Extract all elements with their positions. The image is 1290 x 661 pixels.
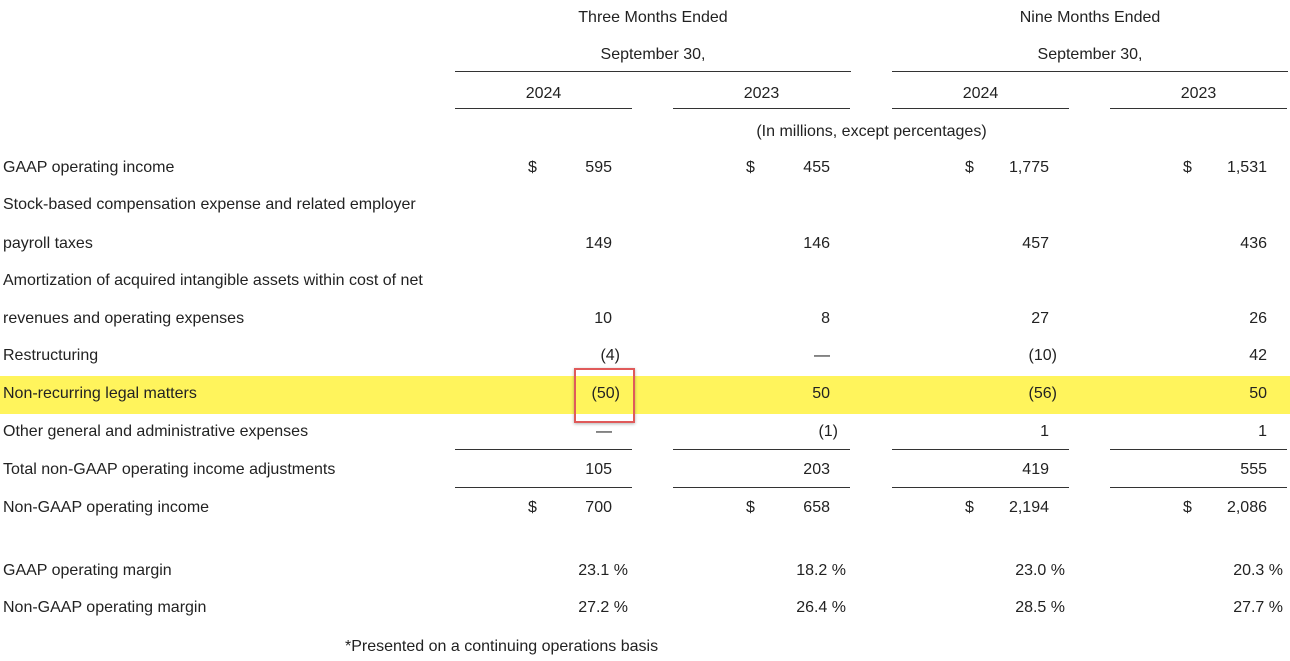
cell-value: 1	[1258, 423, 1267, 440]
cell-value: 149	[585, 235, 612, 252]
cell-value: 455	[803, 159, 830, 176]
cell-value: 203	[803, 461, 830, 478]
cell-value: 23.0 %	[1015, 562, 1065, 579]
dollar-sign: $	[528, 159, 537, 176]
dollar-sign: $	[746, 159, 755, 176]
cell-value: 26.4 %	[796, 599, 846, 616]
dollar-sign: $	[746, 499, 755, 516]
cell-value: 50	[1249, 385, 1267, 402]
year-header: 2024	[525, 85, 562, 102]
cell-value: 28.5 %	[1015, 599, 1065, 616]
dollar-sign: $	[965, 499, 974, 516]
cell-value: 105	[585, 461, 612, 478]
cell-value: (10)	[1028, 347, 1057, 364]
callout-box	[574, 368, 635, 423]
row-label: revenues and operating expenses	[3, 310, 245, 327]
row-label: Amortization of acquired intangible asse…	[3, 272, 423, 289]
cell-value: 1,775	[1008, 159, 1049, 176]
cell-value: (50)	[591, 385, 620, 402]
units-note: (In millions, except percentages)	[756, 123, 987, 140]
row-label: Non-GAAP operating margin	[3, 599, 207, 616]
cell-value: 1,531	[1226, 159, 1267, 176]
year-header: 2023	[1180, 85, 1217, 102]
cell-value: 27.2 %	[578, 599, 628, 616]
cell-value: 50	[812, 385, 830, 402]
dollar-sign: $	[528, 499, 537, 516]
dollar-sign: $	[1183, 159, 1192, 176]
cell-value: (1)	[818, 423, 838, 440]
cell-value: (4)	[600, 347, 620, 364]
cell-value: 2,194	[1008, 499, 1049, 516]
cell-value: 419	[1022, 461, 1049, 478]
cell-value: 18.2 %	[796, 562, 846, 579]
cell-value: (56)	[1028, 385, 1057, 402]
row-label: GAAP operating income	[3, 159, 175, 176]
cell-value: 700	[585, 499, 612, 516]
header-date-3m: September 30,	[600, 46, 706, 63]
cell-value: 436	[1240, 235, 1267, 252]
row-label: Restructuring	[3, 347, 99, 364]
header-date-9m: September 30,	[1037, 46, 1143, 63]
cell-value: 595	[585, 159, 612, 176]
cell-value: 1	[1040, 423, 1049, 440]
cell-value: 23.1 %	[578, 562, 628, 579]
cell-value: 27	[1031, 310, 1049, 327]
row-label: Non-GAAP operating income	[3, 499, 210, 516]
footnote: *Presented on a continuing operations ba…	[345, 638, 659, 655]
cell-value: 42	[1249, 347, 1267, 364]
cell-value: 555	[1240, 461, 1267, 478]
cell-value: 8	[821, 310, 830, 327]
cell-value: 26	[1249, 310, 1267, 327]
dollar-sign: $	[965, 159, 974, 176]
cell-value: 146	[803, 235, 830, 252]
cell-value: 10	[594, 310, 612, 327]
cell-value: —	[596, 423, 612, 440]
header-nine-months: Nine Months Ended	[1019, 9, 1161, 26]
cell-value: 457	[1022, 235, 1049, 252]
cell-value: 658	[803, 499, 830, 516]
cell-value: —	[814, 347, 830, 364]
row-label: GAAP operating margin	[3, 562, 172, 579]
highlight-band	[0, 376, 1290, 414]
year-header: 2023	[743, 85, 780, 102]
cell-value: 2,086	[1226, 499, 1267, 516]
row-label: payroll taxes	[3, 235, 93, 252]
dollar-sign: $	[1183, 499, 1192, 516]
row-label: Total non-GAAP operating income adjustme…	[3, 461, 336, 478]
row-label: Other general and administrative expense…	[3, 423, 309, 440]
year-header: 2024	[962, 85, 999, 102]
cell-value: 20.3 %	[1233, 562, 1283, 579]
row-label: Stock-based compensation expense and rel…	[3, 196, 416, 213]
header-three-months: Three Months Ended	[578, 9, 728, 26]
cell-value: 27.7 %	[1233, 599, 1283, 616]
row-label: Non-recurring legal matters	[3, 385, 197, 402]
